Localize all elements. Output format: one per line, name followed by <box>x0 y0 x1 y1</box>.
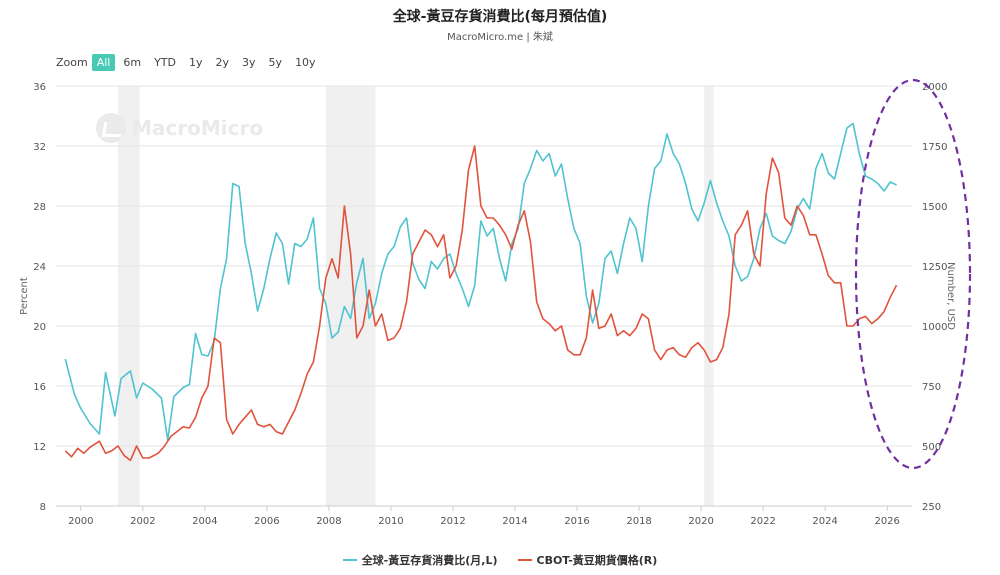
x-tick-2006: 2006 <box>254 516 279 527</box>
legend-swatch-cyan <box>342 559 357 561</box>
chart-title: 全球-黃豆存貨消費比(每月預估值) <box>392 9 608 25</box>
recession-band-2 <box>704 86 714 506</box>
legend-label-right-series: CBOT-黃豆期貨價格(R) <box>536 554 658 567</box>
y-right-tick-2000: 2000 <box>922 82 947 93</box>
annotation-ellipse <box>854 78 972 470</box>
macromicro-logo-icon <box>96 113 126 143</box>
y-left-tick-32: 32 <box>33 142 46 153</box>
x-tick-2014: 2014 <box>502 516 527 527</box>
zoom-2y-button[interactable]: 2y <box>215 56 230 69</box>
x-tick-2002: 2002 <box>130 516 155 527</box>
x-tick-2004: 2004 <box>192 516 217 527</box>
x-tick-2024: 2024 <box>812 516 837 527</box>
x-tick-2012: 2012 <box>440 516 465 527</box>
zoom-bar: Zoom All 6m YTD 1y 2y 3y 5y 10y <box>56 54 324 71</box>
y-right-tick-250: 250 <box>922 502 941 513</box>
zoom-ytd-button[interactable]: YTD <box>154 56 176 69</box>
zoom-all-button[interactable]: All <box>91 54 116 71</box>
x-tick-2018: 2018 <box>626 516 651 527</box>
y-left-tick-28: 28 <box>33 202 46 213</box>
zoom-5y-button[interactable]: 5y <box>268 56 283 69</box>
x-tick-2010: 2010 <box>378 516 403 527</box>
series-line-stock-to-use <box>64 122 897 441</box>
x-tick-2026: 2026 <box>874 516 899 527</box>
zoom-label: Zoom <box>56 56 88 69</box>
legend-swatch-red <box>517 559 532 561</box>
y-left-axis-title: Percent <box>19 277 30 315</box>
watermark-text: MacroMicro <box>132 116 264 140</box>
y-right-tick-750: 750 <box>922 382 941 393</box>
zoom-6m-button[interactable]: 6m <box>123 56 142 69</box>
y-right-axis-title: Number, USD <box>945 262 956 330</box>
y-left-tick-8: 8 <box>40 502 46 513</box>
y-right-tick-1750: 1750 <box>922 142 947 153</box>
y-left-tick-20: 20 <box>33 322 46 333</box>
series-line-cbot-price <box>64 145 898 462</box>
legend-item-left-series[interactable]: 全球-黃豆存貨消費比(月,L) <box>342 552 498 568</box>
y-left-tick-36: 36 <box>33 82 46 93</box>
zoom-3y-button[interactable]: 3y <box>242 56 256 69</box>
chart-subtitle: MacroMicro.me | 朱斌 <box>447 32 553 43</box>
y-left-tick-16: 16 <box>33 382 46 393</box>
y-right-tick-1000: 1000 <box>922 322 947 333</box>
recession-band-0 <box>118 86 140 506</box>
legend: 全球-黃豆存貨消費比(月,L) CBOT-黃豆期貨價格(R) <box>0 552 1000 568</box>
y-right-tick-1250: 1250 <box>922 262 947 273</box>
x-tick-2016: 2016 <box>564 516 589 527</box>
watermark: MacroMicro <box>96 113 263 143</box>
zoom-1y-button[interactable]: 1y <box>189 56 203 69</box>
x-tick-2008: 2008 <box>316 516 341 527</box>
legend-item-right-series[interactable]: CBOT-黃豆期貨價格(R) <box>517 552 658 568</box>
y-left-tick-24: 24 <box>33 262 46 273</box>
x-tick-2000: 2000 <box>68 516 93 527</box>
y-right-tick-1500: 1500 <box>922 202 947 213</box>
legend-label-left-series: 全球-黃豆存貨消費比(月,L) <box>361 554 498 567</box>
y-left-tick-12: 12 <box>33 442 46 453</box>
x-tick-2020: 2020 <box>688 516 713 527</box>
x-tick-2022: 2022 <box>750 516 775 527</box>
zoom-10y-button[interactable]: 10y <box>295 56 316 69</box>
y-right-tick-500: 500 <box>922 442 941 453</box>
